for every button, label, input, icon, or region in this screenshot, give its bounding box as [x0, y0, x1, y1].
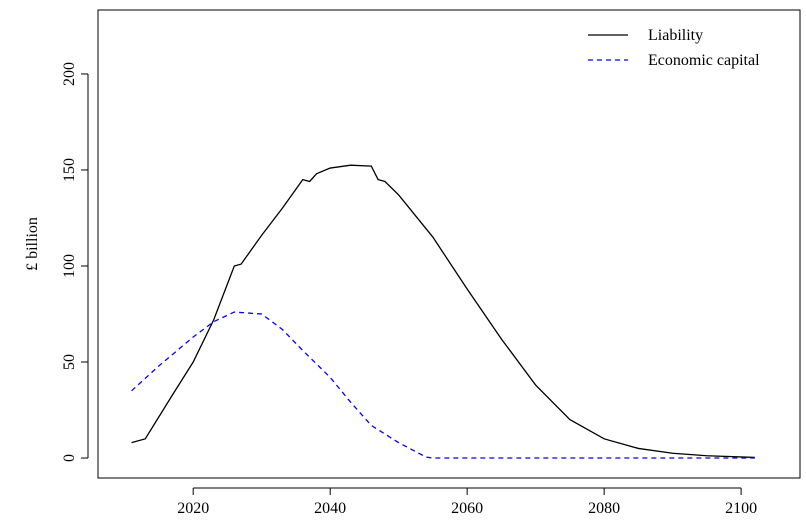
x-tick-label: 2080 [588, 500, 620, 517]
y-tick-label: 200 [61, 62, 78, 86]
y-tick-label: 0 [61, 454, 78, 462]
x-tick-label: 2040 [314, 500, 346, 517]
legend-label: Economic capital [648, 52, 760, 69]
x-tick-label: 2100 [725, 500, 757, 517]
y-tick-label: 50 [61, 354, 78, 370]
legend-label: Liability [648, 27, 703, 44]
y-axis-label: £ billion [24, 217, 41, 271]
series-line [131, 311, 755, 459]
y-tick-label: 150 [61, 158, 78, 182]
y-tick-label: 100 [61, 254, 78, 278]
plot-frame [97, 9, 801, 479]
x-tick-label: 2060 [451, 500, 483, 517]
x-tick-label: 2020 [177, 500, 209, 517]
series-line [131, 164, 755, 459]
